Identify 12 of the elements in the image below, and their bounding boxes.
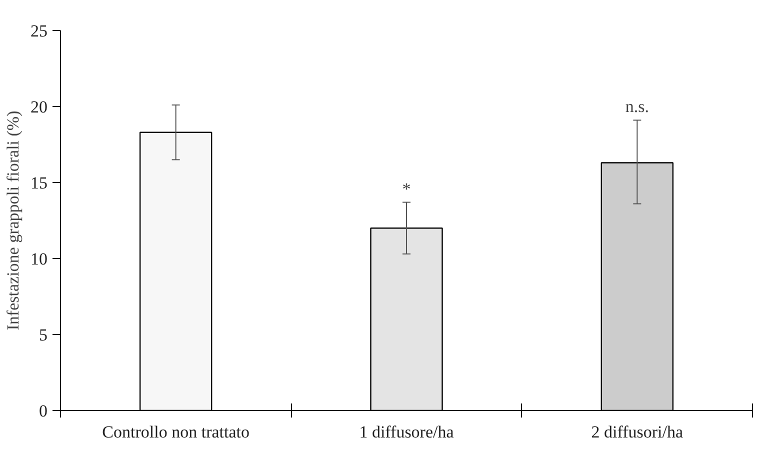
y-tick-label: 0 bbox=[39, 402, 48, 420]
x-tick-label: Controllo non trattato bbox=[102, 422, 250, 442]
x-tick-label: 2 diffusori/ha bbox=[591, 422, 684, 442]
data-label: n.s. bbox=[625, 97, 649, 116]
x-tick-label: 1 diffusore/ha bbox=[359, 422, 454, 442]
y-tick-label: 25 bbox=[30, 22, 48, 40]
y-axis-title: Infestazione grappoli fiorali (%) bbox=[4, 110, 22, 330]
y-tick-label: 20 bbox=[30, 98, 48, 116]
data-label: * bbox=[402, 179, 411, 198]
y-tick-label: 10 bbox=[30, 250, 48, 268]
y-tick-label: 15 bbox=[30, 174, 48, 192]
y-tick-label: 5 bbox=[39, 326, 48, 344]
